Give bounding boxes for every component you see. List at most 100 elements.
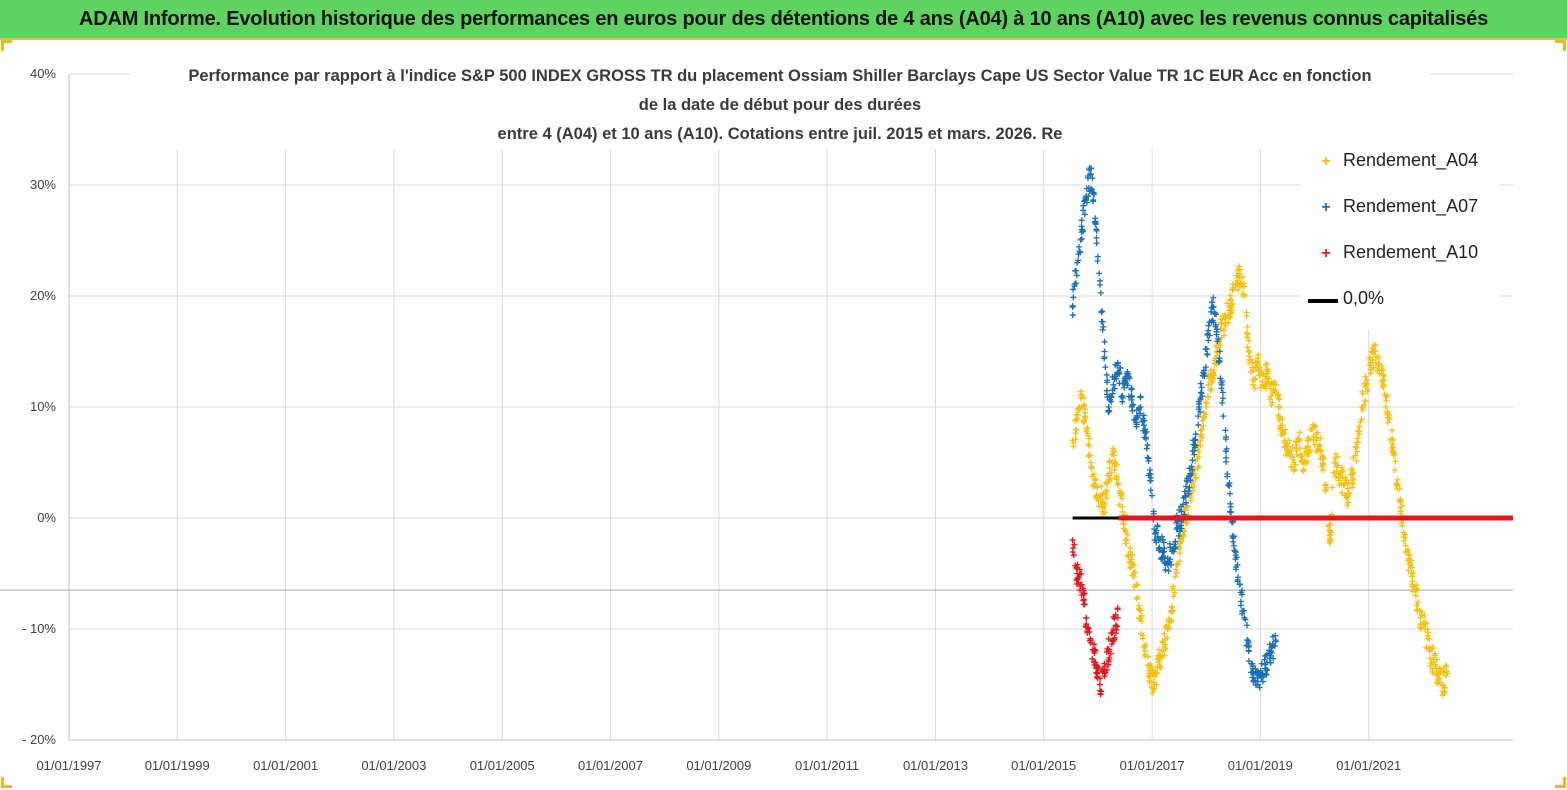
point-rendement-a04-cloud bbox=[1234, 286, 1241, 293]
point-rendement-a04-cloud bbox=[1156, 663, 1163, 670]
point-rendement-a04-cloud bbox=[1316, 443, 1323, 450]
point-rendement-a04-cloud bbox=[1130, 574, 1137, 581]
labels-layer: 40% 30% 20% 10% 0% - 10% - 20% 01/01/1997 01/01/… bbox=[22, 66, 1401, 773]
point-rendement-a04-cloud bbox=[1134, 581, 1141, 588]
point-rendement-a04-cloud bbox=[1427, 645, 1434, 652]
legend-label-a10: Rendement_A10 bbox=[1343, 242, 1479, 262]
point-rendement-a04-cloud bbox=[1349, 480, 1356, 487]
point-rendement-a04-cloud bbox=[1296, 437, 1303, 444]
point-rendement-a10 bbox=[1114, 614, 1121, 621]
point-rendement-a10-cloud bbox=[1097, 675, 1104, 682]
point-rendement-a04-cloud bbox=[1244, 344, 1251, 351]
point-rendement-a07-cloud bbox=[1204, 351, 1211, 358]
point-rendement-a07-cloud bbox=[1165, 567, 1172, 574]
point-rendement-a07 bbox=[1196, 404, 1203, 410]
point-rendement-a04-cloud bbox=[1241, 283, 1248, 290]
point-rendement-a04-cloud bbox=[1381, 391, 1388, 398]
point-rendement-a04-cloud bbox=[1198, 426, 1205, 433]
point-rendement-a07-cloud bbox=[1124, 382, 1131, 389]
point-rendement-a07-cloud bbox=[1198, 384, 1205, 391]
point-rendement-a04-cloud bbox=[1112, 460, 1119, 467]
point-rendement-a04-cloud bbox=[1413, 586, 1420, 593]
point-rendement-a04-cloud bbox=[1137, 607, 1144, 614]
point-rendement-a04-cloud bbox=[1171, 589, 1178, 596]
point-rendement-a04 bbox=[1254, 359, 1261, 366]
legend-label-a04: Rendement_A04 bbox=[1343, 150, 1479, 170]
point-rendement-a04 bbox=[1069, 437, 1076, 444]
point-rendement-a04-cloud bbox=[1417, 621, 1424, 628]
point-rendement-a07-cloud bbox=[1102, 364, 1109, 371]
point-rendement-a04-cloud bbox=[1286, 449, 1293, 456]
legend-item-a10: + Rendement_A10 bbox=[1300, 238, 1500, 284]
point-rendement-a10-cloud bbox=[1083, 615, 1090, 622]
point-rendement-a07-cloud bbox=[1214, 338, 1221, 345]
point-rendement-a04-cloud bbox=[1107, 475, 1114, 482]
point-rendement-a07 bbox=[1087, 170, 1094, 177]
point-rendement-a07-cloud bbox=[1269, 643, 1276, 650]
point-rendement-a04-cloud bbox=[1293, 447, 1300, 454]
point-rendement-a04-cloud bbox=[1210, 369, 1217, 376]
point-rendement-a07-cloud bbox=[1069, 312, 1076, 319]
point-rendement-a10-cloud bbox=[1094, 669, 1101, 676]
point-rendement-a07-cloud bbox=[1183, 499, 1190, 506]
point-rendement-a04-cloud bbox=[1245, 337, 1252, 344]
point-rendement-a04-cloud bbox=[1197, 427, 1204, 434]
point-rendement-a04-cloud bbox=[1221, 332, 1228, 339]
point-rendement-a04-cloud bbox=[1378, 378, 1385, 385]
point-rendement-a07 bbox=[1137, 404, 1144, 410]
point-rendement-a04-cloud bbox=[1405, 567, 1412, 574]
point-rendement-a04-cloud bbox=[1147, 661, 1154, 668]
point-rendement-a04-cloud bbox=[1332, 451, 1339, 458]
point-rendement-a04-cloud bbox=[1295, 436, 1302, 443]
point-rendement-a04-cloud bbox=[1153, 681, 1160, 688]
point-rendement-a04-cloud bbox=[1400, 537, 1407, 544]
point-rendement-a04-cloud bbox=[1429, 667, 1436, 674]
point-rendement-a07-cloud bbox=[1124, 373, 1131, 380]
legend-label-zero: 0,0% bbox=[1343, 288, 1385, 308]
point-rendement-a04-cloud bbox=[1275, 403, 1282, 410]
point-rendement-a04-cloud bbox=[1409, 564, 1416, 571]
point-rendement-a07-cloud bbox=[1077, 236, 1084, 243]
point-rendement-a04-cloud bbox=[1225, 319, 1232, 326]
point-rendement-a04-cloud bbox=[1327, 521, 1334, 528]
point-rendement-a04-cloud bbox=[1352, 443, 1359, 450]
point-rendement-a04-cloud bbox=[1236, 266, 1243, 273]
point-rendement-a07-cloud bbox=[1226, 480, 1233, 487]
point-rendement-a04-cloud bbox=[1378, 363, 1385, 370]
point-rendement-a04-cloud bbox=[1098, 483, 1105, 490]
point-rendement-a04-cloud bbox=[1092, 477, 1099, 484]
point-rendement-a04-cloud bbox=[1441, 665, 1448, 672]
point-rendement-a04 bbox=[1318, 448, 1325, 455]
point-rendement-a04 bbox=[1313, 437, 1320, 444]
point-rendement-a04-cloud bbox=[1138, 618, 1145, 625]
point-rendement-a04-cloud bbox=[1414, 606, 1421, 613]
point-rendement-a04-cloud bbox=[1289, 444, 1296, 451]
point-rendement-a07-cloud bbox=[1223, 454, 1230, 461]
legend-item-zero: 0,0% bbox=[1300, 284, 1500, 330]
point-rendement-a10-cloud bbox=[1101, 663, 1108, 670]
point-rendement-a04-cloud bbox=[1151, 685, 1158, 692]
point-rendement-a07-cloud bbox=[1101, 354, 1108, 361]
point-rendement-a04-cloud bbox=[1156, 646, 1163, 653]
point-rendement-a04-cloud bbox=[1404, 546, 1411, 553]
point-rendement-a07-cloud bbox=[1140, 412, 1147, 419]
point-rendement-a04-cloud bbox=[1276, 396, 1283, 403]
point-rendement-a04-cloud bbox=[1380, 367, 1387, 374]
point-rendement-a07-cloud bbox=[1197, 389, 1204, 396]
point-rendement-a04-cloud bbox=[1252, 376, 1259, 382]
point-rendement-a04-cloud bbox=[1311, 424, 1318, 431]
point-rendement-a07-cloud bbox=[1259, 678, 1266, 685]
point-rendement-a04 bbox=[1196, 448, 1203, 455]
point-rendement-a04-cloud bbox=[1355, 430, 1362, 437]
point-rendement-a04-cloud bbox=[1086, 451, 1093, 458]
point-rendement-a04-cloud bbox=[1195, 463, 1202, 470]
point-rendement-a07-cloud bbox=[1197, 395, 1204, 402]
point-rendement-a07-cloud bbox=[1156, 544, 1163, 551]
point-rendement-a07-cloud bbox=[1222, 436, 1229, 443]
point-rendement-a10-cloud bbox=[1092, 647, 1099, 654]
point-rendement-a07-cloud bbox=[1070, 294, 1077, 301]
point-rendement-a04 bbox=[1412, 592, 1419, 599]
point-rendement-a07-cloud bbox=[1159, 536, 1166, 543]
point-rendement-a10 bbox=[1069, 537, 1076, 544]
point-rendement-a10-cloud bbox=[1105, 646, 1112, 653]
